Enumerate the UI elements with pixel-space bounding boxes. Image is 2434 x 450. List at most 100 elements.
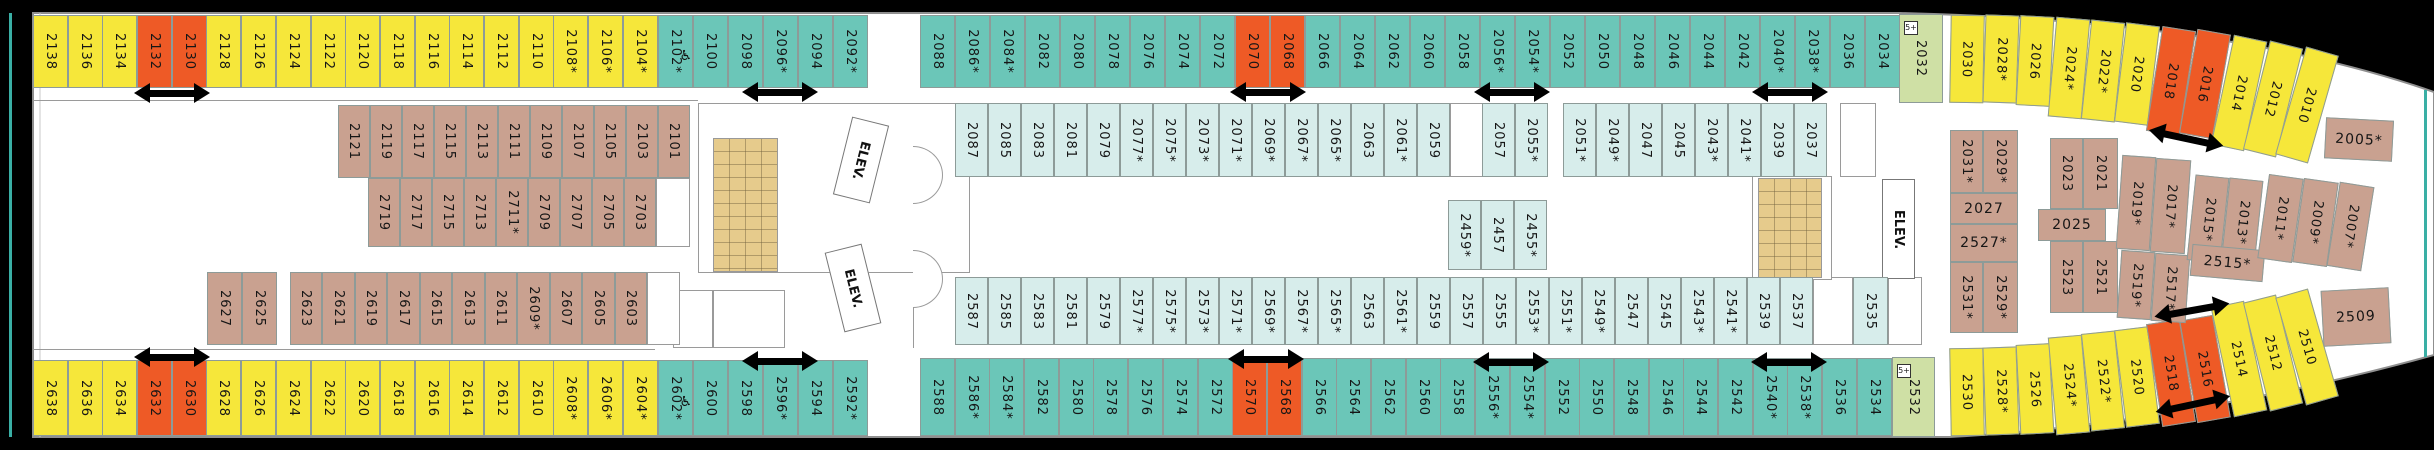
cabin-2606[interactable]: 2606* (588, 360, 623, 436)
cabin-2530[interactable]: 2530 (1949, 347, 1985, 437)
cabin-2023[interactable]: 2023 (2050, 138, 2083, 209)
cabin-2619[interactable]: 2619 (355, 272, 387, 345)
cabin-2071[interactable]: 2071* (1219, 103, 1252, 177)
cabin-2615[interactable]: 2615 (420, 272, 452, 345)
cabin-2603[interactable]: 2603 (615, 272, 647, 345)
cabin-2138[interactable]: 2138 (33, 15, 68, 88)
cabin-2049[interactable]: 2049* (1596, 103, 1629, 177)
cabin-2605[interactable]: 2605 (582, 272, 615, 345)
cabin-2134[interactable]: 2134 (102, 15, 137, 88)
cabin-2711[interactable]: 2711* (496, 178, 528, 247)
cabin-2616[interactable]: 2616 (415, 360, 450, 436)
cabin-2713[interactable]: 2713 (464, 178, 496, 247)
cabin-2559[interactable]: 2559 (1417, 277, 1450, 345)
cabin-2101[interactable]: 2101 (658, 105, 690, 178)
cabin-2585[interactable]: 2585 (988, 277, 1021, 345)
cabin-2062[interactable]: 2062 (1375, 15, 1410, 88)
cabin-2103[interactable]: 2103 (626, 105, 658, 178)
cabin-2111[interactable]: 2111 (498, 105, 530, 178)
cabin-2547[interactable]: 2547 (1615, 277, 1648, 345)
cabin-2527[interactable]: 2527* (1950, 224, 2018, 262)
cabin-2563[interactable]: 2563 (1351, 277, 1384, 345)
cabin-2120[interactable]: 2120 (345, 15, 380, 88)
cabin-2548[interactable]: 2548 (1614, 358, 1649, 436)
cabin-2634[interactable]: 2634 (102, 360, 137, 436)
cabin-2529[interactable]: 2529* (1983, 262, 2018, 333)
cabin-2092[interactable]: 2092* (833, 15, 868, 88)
cabin-2126[interactable]: 2126 (241, 15, 276, 88)
cabin-2630[interactable]: 2630 (172, 360, 207, 436)
cabin-2600[interactable]: 2600 (693, 360, 728, 436)
cabin-2532[interactable]: 2532 5+ (1892, 357, 1935, 437)
cabin-2084[interactable]: 2084* (990, 15, 1025, 88)
cabin-2707[interactable]: 2707 (560, 178, 592, 247)
cabin-2130[interactable]: 2130 (172, 15, 207, 88)
cabin-2586[interactable]: 2586* (955, 358, 990, 436)
cabin-2602[interactable]: 2602* ♿ (658, 360, 693, 436)
cabin-2083[interactable]: 2083 (1021, 103, 1054, 177)
cabin-2584[interactable]: 2584* (989, 358, 1024, 436)
cabin-2624[interactable]: 2624 (276, 360, 311, 436)
cabin-2061[interactable]: 2061* (1384, 103, 1417, 177)
cabin-2608[interactable]: 2608* (553, 360, 588, 436)
cabin-2076[interactable]: 2076 (1130, 15, 1165, 88)
cabin-2536[interactable]: 2536 (1822, 358, 1857, 436)
cabin-2059[interactable]: 2059 (1417, 103, 1450, 177)
cabin-2114[interactable]: 2114 (449, 15, 484, 88)
cabin-2571[interactable]: 2571* (1219, 277, 1252, 345)
cabin-2048[interactable]: 2048 (1620, 15, 1655, 88)
cabin-2575[interactable]: 2575* (1153, 277, 1186, 345)
cabin-2052[interactable]: 2052 (1550, 15, 1585, 88)
cabin-2110[interactable]: 2110 (519, 15, 554, 88)
cabin-2098[interactable]: 2098 (728, 15, 763, 88)
cabin-2583[interactable]: 2583 (1021, 277, 1054, 345)
cabin-2521[interactable]: 2521 (2083, 241, 2118, 313)
cabin-2632[interactable]: 2632 (137, 360, 172, 436)
cabin-2623[interactable]: 2623 (290, 272, 322, 345)
cabin-2109[interactable]: 2109 (530, 105, 562, 178)
cabin-2551[interactable]: 2551* (1549, 277, 1582, 345)
cabin-2620[interactable]: 2620 (345, 360, 380, 436)
cabin-2455[interactable]: 2455* (1514, 200, 1547, 270)
cabin-2625[interactable]: 2625 (242, 272, 277, 345)
cabin-2119[interactable]: 2119 (370, 105, 402, 178)
cabin-2080[interactable]: 2080 (1060, 15, 1095, 88)
cabin-2565[interactable]: 2565* (1318, 277, 1351, 345)
cabin-2535[interactable]: 2535 (1853, 277, 1888, 345)
cabin-2609[interactable]: 2609* (517, 272, 550, 345)
cabin-2116[interactable]: 2116 (415, 15, 450, 88)
cabin-2115[interactable]: 2115 (434, 105, 466, 178)
cabin-2036[interactable]: 2036 (1830, 15, 1865, 88)
cabin-2552[interactable]: 2552 (1545, 358, 1580, 436)
cabin-2542[interactable]: 2542 (1718, 358, 1753, 436)
cabin-2614[interactable]: 2614 (449, 360, 484, 436)
cabin-2618[interactable]: 2618 (380, 360, 415, 436)
cabin-2539[interactable]: 2539 (1747, 277, 1780, 345)
cabin-2638[interactable]: 2638 (33, 360, 68, 436)
cabin-2086[interactable]: 2086* (955, 15, 990, 88)
cabin-2719[interactable]: 2719 (368, 178, 400, 247)
cabin-2621[interactable]: 2621 (322, 272, 355, 345)
cabin-2626[interactable]: 2626 (241, 360, 276, 436)
cabin-2087[interactable]: 2087 (955, 103, 988, 177)
cabin-2121[interactable]: 2121 (338, 105, 370, 178)
cabin-2102[interactable]: 2102* ♿ (658, 15, 693, 88)
cabin-2096[interactable]: 2096* (763, 15, 798, 88)
cabin-2038[interactable]: 2038* (1795, 15, 1830, 88)
cabin-2579[interactable]: 2579 (1087, 277, 1120, 345)
cabin-2118[interactable]: 2118 (380, 15, 415, 88)
cabin-2064[interactable]: 2064 (1340, 15, 1375, 88)
cabin-2580[interactable]: 2580 (1059, 358, 1094, 436)
cabin-2560[interactable]: 2560 (1406, 358, 1441, 436)
cabin-2043[interactable]: 2043* (1695, 103, 1728, 177)
cabin-2055[interactable]: 2055* (1515, 103, 1548, 177)
cabin-2577[interactable]: 2577* (1120, 277, 1153, 345)
cabin-2537[interactable]: 2537 (1780, 277, 1813, 345)
cabin-2636[interactable]: 2636 (68, 360, 103, 436)
cabin-2581[interactable]: 2581 (1054, 277, 1087, 345)
cabin-2531[interactable]: 2531* (1950, 262, 1983, 333)
cabin-2122[interactable]: 2122 (311, 15, 346, 88)
cabin-2558[interactable]: 2558 (1440, 358, 1475, 436)
cabin-2523[interactable]: 2523 (2050, 241, 2083, 313)
cabin-2555[interactable]: 2555 (1483, 277, 1516, 345)
